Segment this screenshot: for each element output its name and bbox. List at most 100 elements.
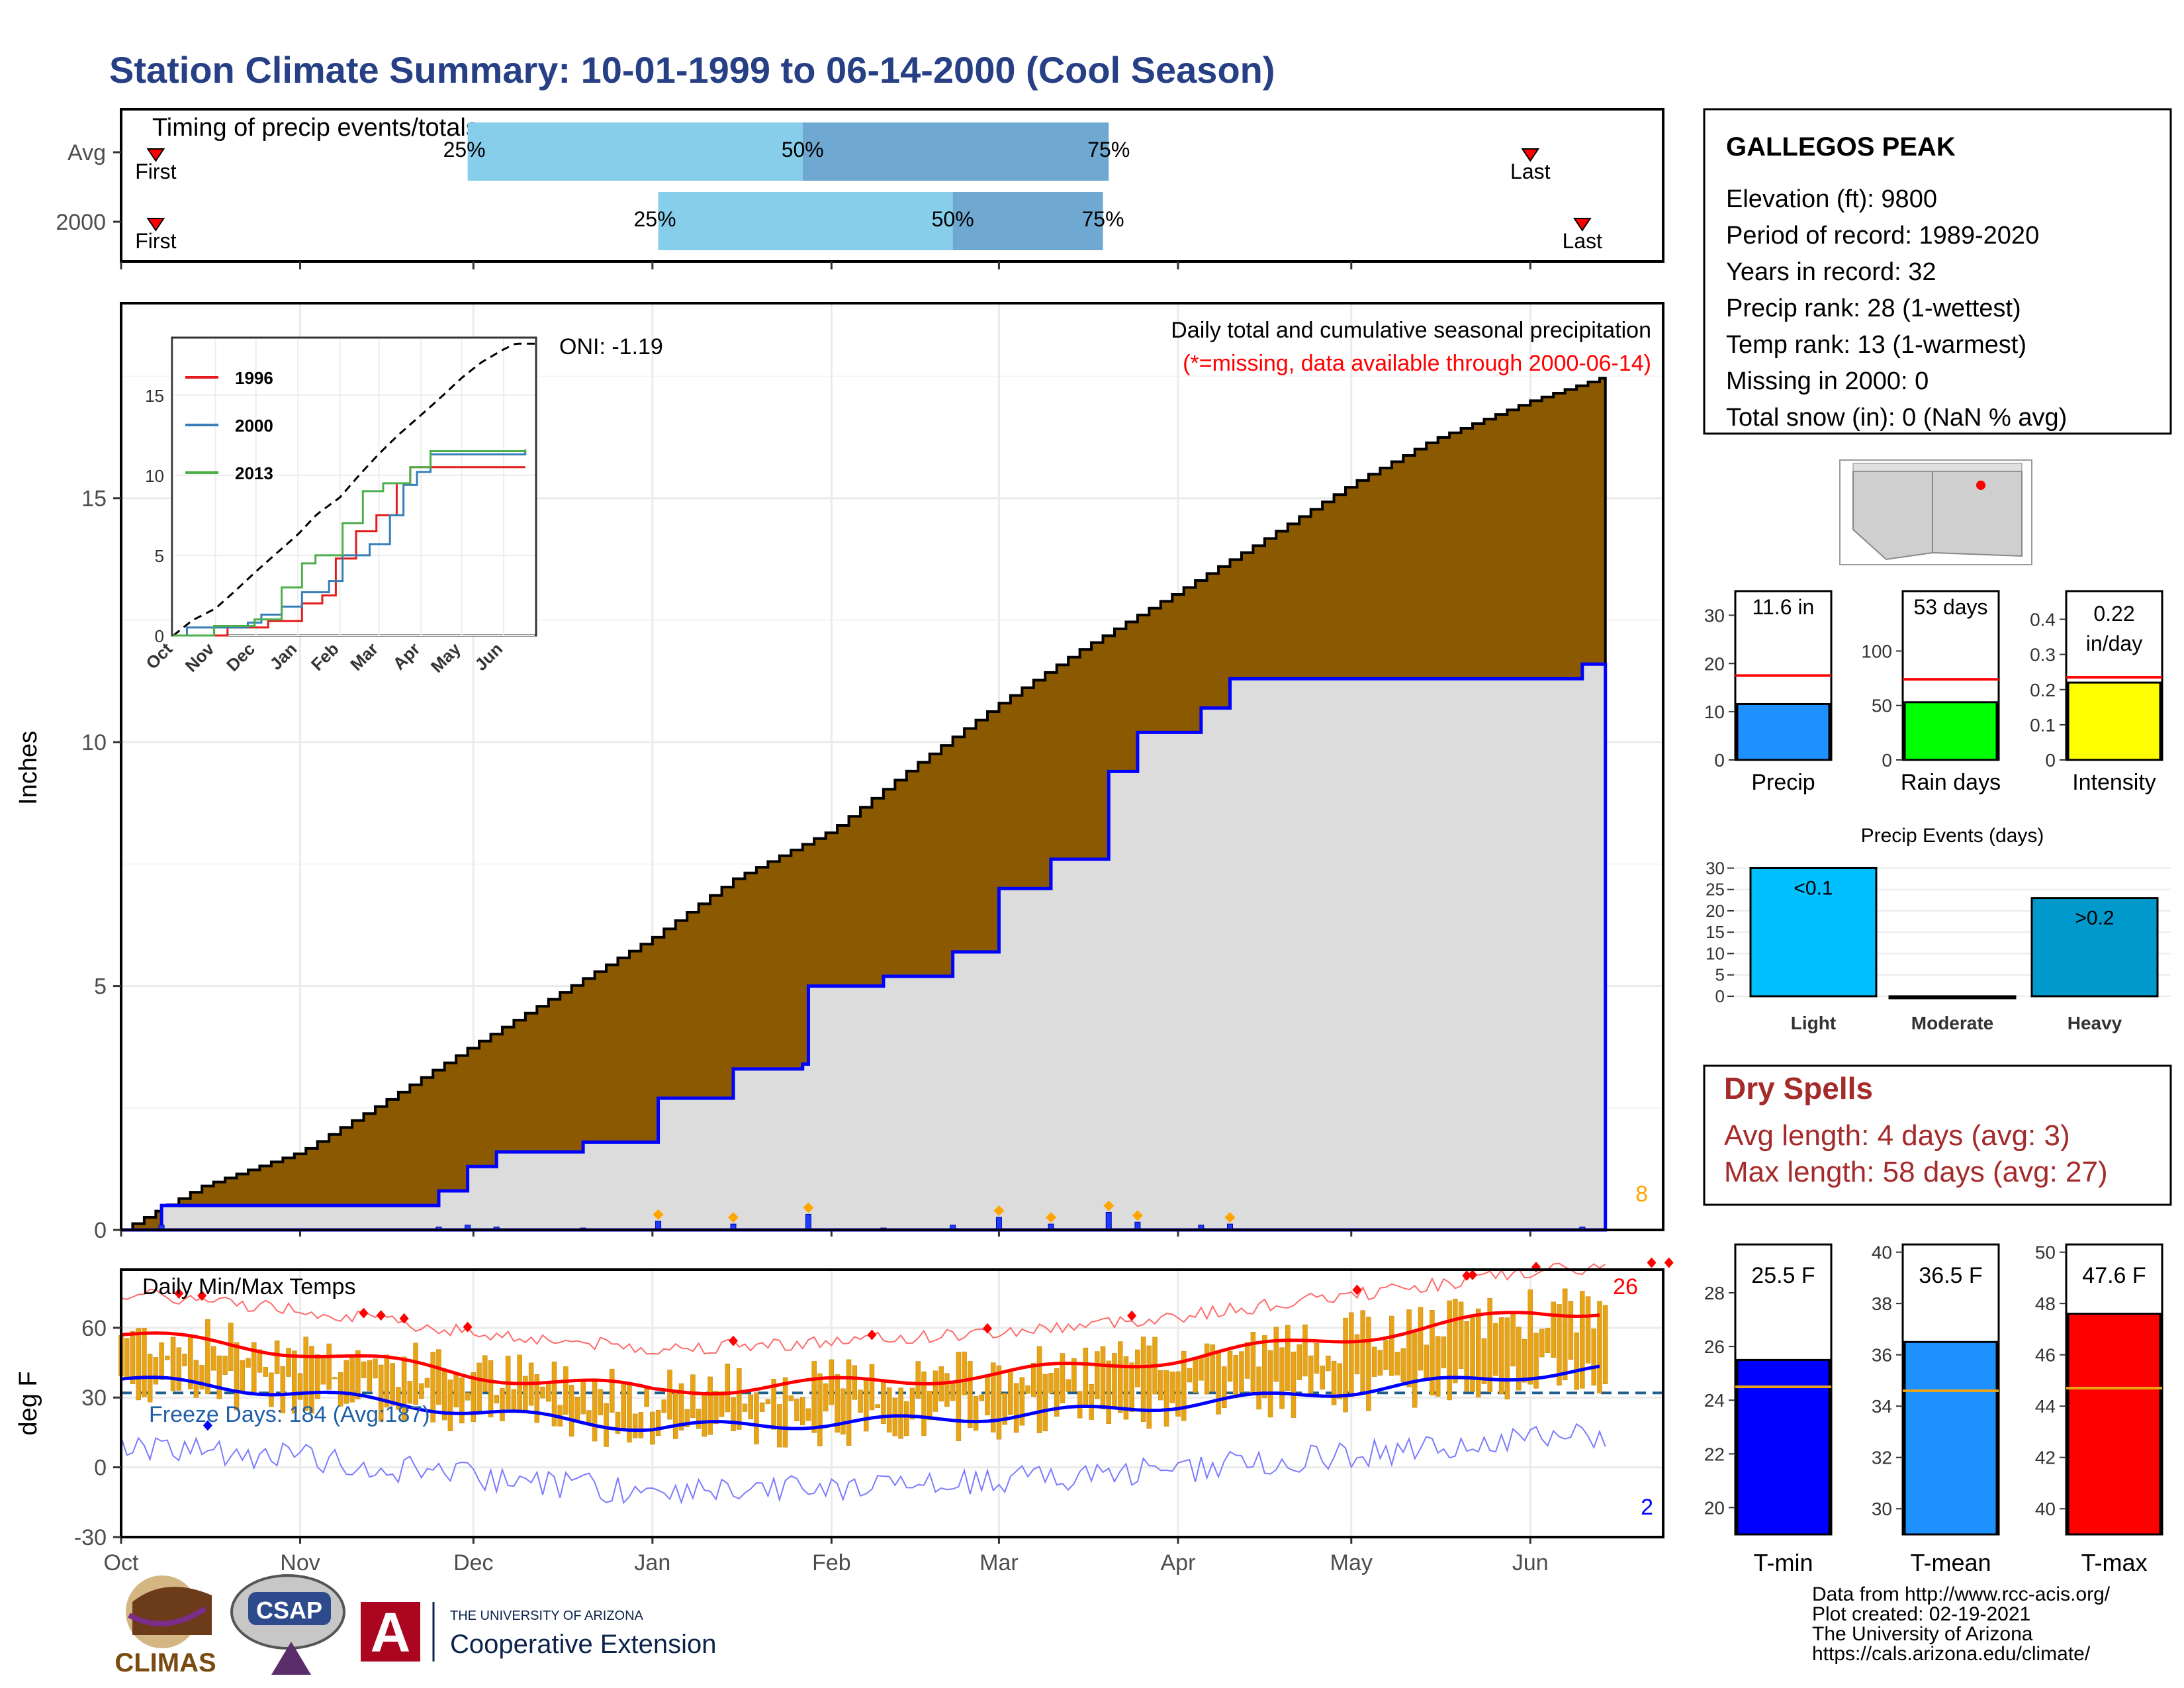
daily-temp-bar — [546, 1383, 551, 1402]
daily-temp-bar — [580, 1380, 586, 1415]
daily-temp-bar — [193, 1360, 199, 1398]
precip-frame — [120, 302, 1664, 1231]
daily-temp-bar — [210, 1346, 216, 1371]
events-y-tick-label: 5 — [1715, 965, 1725, 985]
x-month-label: Dec — [453, 1550, 493, 1575]
min-count-label: 2 — [1641, 1495, 1653, 1520]
inset-legend-label: 2000 — [235, 416, 273, 436]
daily-temp-bar — [748, 1394, 753, 1420]
daily-temp-bar — [898, 1387, 903, 1439]
daily-temp-bar — [436, 1349, 441, 1405]
daily-temp-bar — [1060, 1353, 1066, 1403]
summary-unit-label: in/day — [2086, 632, 2142, 655]
daily-temp-bar — [598, 1389, 604, 1416]
daily-temp-bar — [136, 1328, 141, 1401]
daily-temp-bar — [1360, 1310, 1365, 1393]
temp-chart: -30 0 30 60 deg F Daily Min/Max Temps Freez… — [15, 1257, 1674, 1550]
temp-bar-y-tick-label: 22 — [1704, 1444, 1725, 1464]
daily-temp-bar — [852, 1365, 858, 1400]
temp-bar-y-tick-label: 42 — [2035, 1448, 2056, 1468]
daily-temp-bar — [1458, 1301, 1464, 1370]
temp-bar-y-tick-label: 40 — [2035, 1499, 2056, 1519]
daily-temp-bar — [1527, 1289, 1533, 1385]
daily-temp-bar — [1412, 1333, 1418, 1408]
daily-temp-bar — [1580, 1291, 1585, 1389]
daily-temp-bar — [667, 1370, 672, 1420]
summary-y-tick-label: 100 — [1861, 641, 1892, 661]
daily-temp-bar — [419, 1383, 424, 1399]
daily-temp-bar — [1585, 1296, 1591, 1364]
daily-temp-bar — [355, 1350, 361, 1399]
daily-temp-bar — [979, 1394, 985, 1401]
daily-temp-bar — [1591, 1328, 1597, 1385]
daily-temp-bar — [1112, 1353, 1117, 1407]
daily-temp-bar — [944, 1373, 950, 1407]
daily-temp-bar — [1106, 1360, 1111, 1425]
daily-temp-bar — [309, 1346, 314, 1414]
daily-temp-bar — [424, 1378, 430, 1388]
daily-temp-bar — [627, 1383, 632, 1443]
daily-temp-bar — [1216, 1352, 1221, 1415]
summary-y-tick-label: 20 — [1704, 653, 1725, 674]
daily-temp-bar — [280, 1366, 286, 1413]
daily-precip-bar — [1105, 1211, 1112, 1231]
daily-temp-bar — [702, 1393, 707, 1437]
daily-temp-bar — [159, 1342, 164, 1380]
timing-bar-late — [802, 122, 1109, 181]
snow-marker — [653, 1209, 664, 1220]
temp-bar-y-tick-label: 20 — [1704, 1497, 1725, 1518]
events-y-tick-label: 30 — [1706, 858, 1725, 878]
temp-bar-y-tick-label: 50 — [2035, 1243, 2056, 1263]
daily-temp-bar — [863, 1378, 869, 1432]
daily-temp-bar — [846, 1359, 852, 1446]
timing-first-marker — [146, 148, 165, 162]
ua-logo-main: Cooperative Extension — [450, 1630, 716, 1659]
daily-temp-bar — [286, 1348, 291, 1377]
precip-count-label: 8 — [1635, 1182, 1648, 1207]
avg-min-line — [120, 1364, 1600, 1432]
daily-temp-bar — [482, 1355, 488, 1392]
summary-value-label: 11.6 in — [1752, 595, 1815, 619]
footer-line-3: The University of Arizona — [1812, 1623, 2033, 1645]
daily-temp-bar — [534, 1374, 540, 1423]
daily-temp-bar — [1430, 1310, 1435, 1395]
snow-marker — [993, 1205, 1005, 1216]
snow-marker — [803, 1202, 814, 1213]
daily-temp-bar — [777, 1404, 782, 1448]
daily-temp-bar — [540, 1386, 545, 1399]
daily-temp-bar — [731, 1397, 736, 1431]
daily-temp-bar — [465, 1392, 471, 1401]
climas-logo: CLIMAS — [114, 1575, 216, 1677]
daily-temp-bar — [1453, 1299, 1458, 1383]
daily-temp-bar — [338, 1372, 343, 1407]
daily-temp-bar — [1279, 1347, 1285, 1409]
daily-temp-bar — [858, 1389, 863, 1413]
events-category-label: Light — [1791, 1013, 1836, 1033]
daily-temp-bar — [1475, 1308, 1481, 1397]
inset-frame — [171, 336, 537, 637]
daily-temp-bar — [1470, 1314, 1475, 1392]
station-name: GALLEGOS PEAK — [1726, 132, 1956, 162]
daily-temp-bar — [610, 1368, 615, 1413]
temp-bar-value-label: 36.5 F — [1919, 1263, 1982, 1288]
daily-temp-bar — [841, 1388, 846, 1434]
temp-title: Daily Min/Max Temps — [142, 1274, 355, 1299]
daily-temp-bar — [638, 1412, 644, 1438]
temp-bar-y-tick-label: 36 — [1872, 1345, 1892, 1366]
record-max-marker — [1352, 1284, 1362, 1295]
snow-marker — [1224, 1212, 1236, 1223]
daily-temp-bar — [240, 1360, 246, 1394]
daily-temp-bar — [1244, 1342, 1250, 1379]
footer-line-2: Plot created: 02-19-2021 — [1812, 1603, 2030, 1625]
daily-temp-bar — [1019, 1377, 1025, 1426]
snow-marker — [1045, 1212, 1056, 1223]
record-max-marker — [1664, 1257, 1674, 1268]
record-max-line — [120, 1262, 1606, 1355]
daily-temp-bar — [1227, 1350, 1233, 1382]
daily-temp-bar — [1008, 1370, 1013, 1415]
temp-frame — [120, 1268, 1664, 1538]
dry-spells-title: Dry Spells — [1724, 1071, 1873, 1105]
inset-legend-label: 1996 — [235, 368, 273, 388]
